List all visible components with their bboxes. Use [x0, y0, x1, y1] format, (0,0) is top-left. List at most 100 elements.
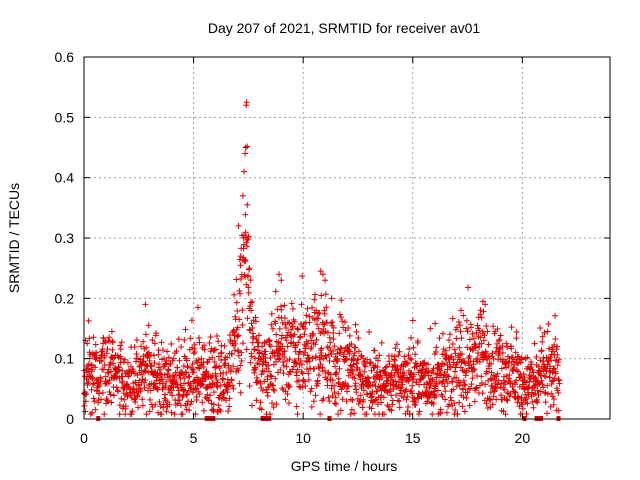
data-point	[234, 324, 241, 331]
data-point	[153, 373, 160, 380]
data-point	[471, 398, 478, 405]
data-point	[243, 346, 250, 353]
data-point	[313, 336, 320, 343]
data-point	[264, 393, 271, 400]
data-point	[146, 357, 153, 364]
data-point	[217, 370, 224, 377]
data-point	[348, 341, 355, 348]
data-point	[507, 380, 514, 387]
data-point	[245, 289, 252, 296]
data-point	[264, 389, 271, 396]
data-point	[447, 363, 454, 370]
data-point	[430, 388, 437, 395]
data-point	[248, 353, 255, 360]
data-point	[116, 411, 123, 418]
data-point	[161, 371, 168, 378]
data-point	[490, 323, 497, 330]
data-point	[129, 408, 136, 415]
data-point	[185, 373, 192, 380]
data-point	[245, 284, 252, 291]
data-point	[89, 409, 96, 416]
data-point	[178, 343, 185, 350]
data-point	[318, 292, 325, 299]
peak-point	[278, 277, 285, 284]
data-point	[218, 349, 225, 356]
data-point	[455, 319, 462, 326]
data-point	[216, 406, 223, 413]
data-point	[107, 368, 114, 375]
data-point	[494, 326, 501, 333]
data-point	[119, 367, 126, 374]
data-point	[237, 275, 244, 282]
peak-point	[276, 271, 283, 278]
data-point	[476, 358, 483, 365]
data-point	[140, 338, 147, 345]
data-point	[296, 383, 303, 390]
data-point	[540, 384, 547, 391]
data-point	[382, 364, 389, 371]
data-point	[521, 374, 528, 381]
data-point	[89, 375, 96, 382]
data-point	[204, 391, 211, 398]
data-point	[328, 320, 335, 327]
data-point	[446, 344, 453, 351]
data-point	[266, 337, 273, 344]
data-point	[464, 389, 471, 396]
data-point	[268, 373, 275, 380]
data-point	[332, 401, 339, 408]
data-point	[352, 321, 359, 328]
data-point	[489, 350, 496, 357]
data-point	[230, 385, 237, 392]
data-point	[169, 392, 176, 399]
data-point	[367, 359, 374, 366]
data-point	[223, 370, 230, 377]
data-point	[331, 382, 338, 389]
data-point	[343, 398, 350, 405]
data-point	[92, 356, 99, 363]
data-point	[524, 354, 531, 361]
data-point	[88, 386, 95, 393]
data-point	[149, 337, 156, 344]
data-point	[483, 368, 490, 375]
data-point	[494, 340, 501, 347]
data-point	[107, 391, 114, 398]
data-point	[528, 361, 535, 368]
data-point	[386, 361, 393, 368]
data-point	[538, 347, 545, 354]
data-point	[302, 325, 309, 332]
y-tick-label: 0	[66, 411, 74, 427]
data-point	[236, 287, 243, 294]
data-point	[101, 411, 108, 418]
data-point	[462, 360, 469, 367]
data-point	[246, 383, 253, 390]
data-point	[305, 376, 312, 383]
data-point	[379, 374, 386, 381]
data-point	[392, 378, 399, 385]
data-point	[95, 379, 102, 386]
data-point	[206, 339, 213, 346]
data-point	[182, 326, 189, 333]
data-point	[456, 399, 463, 406]
data-point	[158, 411, 165, 418]
data-point	[464, 344, 471, 351]
data-point	[439, 393, 446, 400]
data-point	[109, 339, 116, 346]
data-point	[174, 364, 181, 371]
x-tick-label: 20	[515, 430, 531, 446]
data-point	[145, 369, 152, 376]
data-point	[432, 383, 439, 390]
data-point	[124, 359, 131, 366]
data-point	[267, 343, 274, 350]
data-point	[349, 367, 356, 374]
data-point	[84, 340, 91, 347]
data-point	[456, 382, 463, 389]
data-point	[286, 319, 293, 326]
data-point	[381, 411, 388, 418]
data-point	[284, 391, 291, 398]
data-point	[365, 375, 372, 382]
data-point	[366, 328, 373, 335]
data-point	[235, 352, 242, 359]
data-point	[212, 346, 219, 353]
data-point	[541, 329, 548, 336]
data-point	[154, 386, 161, 393]
